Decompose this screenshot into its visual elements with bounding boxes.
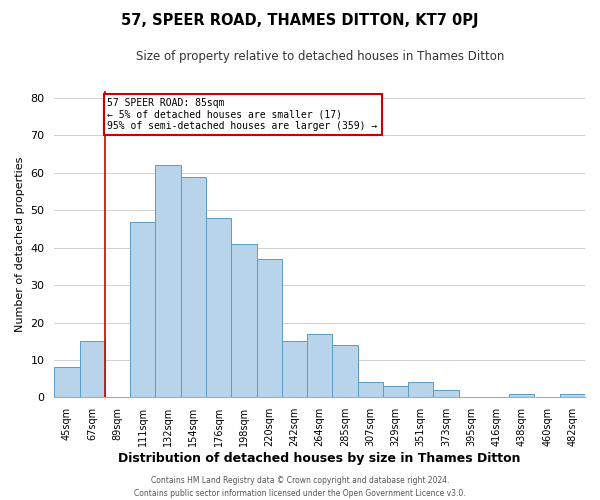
Text: Contains HM Land Registry data © Crown copyright and database right 2024.
Contai: Contains HM Land Registry data © Crown c… [134, 476, 466, 498]
Bar [80, 341, 105, 398]
Bar [560, 394, 585, 398]
Bar [509, 394, 535, 398]
Bar [433, 390, 458, 398]
Text: 57 SPEER ROAD: 85sqm
← 5% of detached houses are smaller (17)
95% of semi-detach: 57 SPEER ROAD: 85sqm ← 5% of detached ho… [107, 98, 378, 131]
Bar [130, 222, 155, 398]
X-axis label: Distribution of detached houses by size in Thames Ditton: Distribution of detached houses by size … [118, 452, 521, 465]
Bar [358, 382, 383, 398]
Bar [257, 259, 282, 398]
Bar [55, 368, 80, 398]
Bar [206, 218, 231, 398]
Y-axis label: Number of detached properties: Number of detached properties [15, 156, 25, 332]
Bar [383, 386, 408, 398]
Title: Size of property relative to detached houses in Thames Ditton: Size of property relative to detached ho… [136, 50, 504, 63]
Bar [408, 382, 433, 398]
Text: 57, SPEER ROAD, THAMES DITTON, KT7 0PJ: 57, SPEER ROAD, THAMES DITTON, KT7 0PJ [121, 12, 479, 28]
Bar [282, 341, 307, 398]
Bar [155, 166, 181, 398]
Bar [307, 334, 332, 398]
Bar [181, 176, 206, 398]
Bar [332, 345, 358, 398]
Bar [231, 244, 257, 398]
